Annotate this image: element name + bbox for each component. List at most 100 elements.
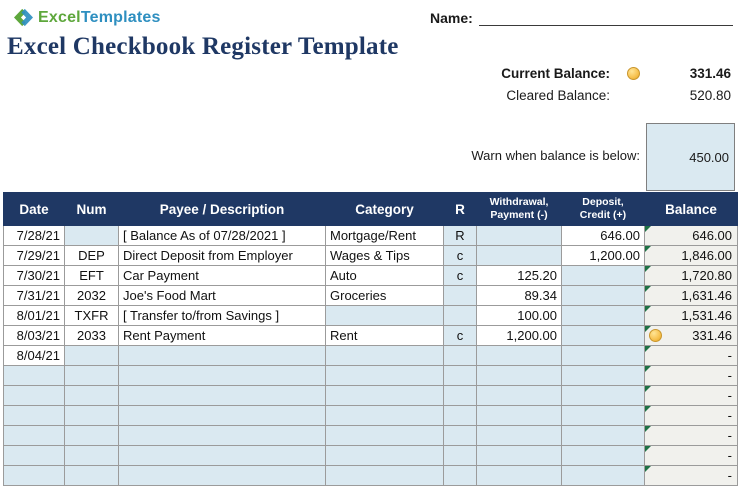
cell-category[interactable] (325, 405, 444, 426)
cell-r[interactable]: c (443, 325, 477, 346)
cell-category[interactable] (325, 385, 444, 406)
cell-category[interactable] (325, 445, 444, 466)
cell-r[interactable]: c (443, 265, 477, 286)
cell-balance[interactable]: 1,720.80 (644, 265, 738, 286)
cell-r[interactable] (443, 305, 477, 326)
cell-balance[interactable]: - (644, 425, 738, 446)
cell-deposit[interactable] (561, 465, 645, 486)
cell-balance[interactable]: 1,846.00 (644, 245, 738, 266)
cell-r[interactable] (443, 365, 477, 386)
cell-deposit[interactable]: 646.00 (561, 225, 645, 246)
cell-balance[interactable]: - (644, 385, 738, 406)
cell-payee[interactable]: Car Payment (118, 265, 326, 286)
cell-payee[interactable] (118, 345, 326, 366)
cell-category[interactable]: Rent (325, 325, 444, 346)
cell-r[interactable] (443, 285, 477, 306)
cell-deposit[interactable] (561, 425, 645, 446)
cell-r[interactable] (443, 345, 477, 366)
cell-deposit[interactable] (561, 385, 645, 406)
cell-deposit[interactable] (561, 365, 645, 386)
cell-num[interactable] (64, 385, 119, 406)
cell-balance[interactable]: - (644, 465, 738, 486)
cell-payee[interactable] (118, 425, 326, 446)
cell-withdrawal[interactable]: 100.00 (476, 305, 562, 326)
cell-r[interactable] (443, 385, 477, 406)
cell-r[interactable] (443, 405, 477, 426)
cell-payee[interactable]: [ Transfer to/from Savings ] (118, 305, 326, 326)
cell-num[interactable] (64, 465, 119, 486)
cell-balance[interactable]: - (644, 365, 738, 386)
cell-deposit[interactable]: 1,200.00 (561, 245, 645, 266)
cell-withdrawal[interactable]: 125.20 (476, 265, 562, 286)
cell-date[interactable]: 8/04/21 (3, 345, 65, 366)
cell-num[interactable] (64, 405, 119, 426)
cell-payee[interactable] (118, 465, 326, 486)
cell-num[interactable]: EFT (64, 265, 119, 286)
cell-date[interactable]: 7/31/21 (3, 285, 65, 306)
cell-payee[interactable]: Rent Payment (118, 325, 326, 346)
cell-balance[interactable]: 646.00 (644, 225, 738, 246)
cell-r[interactable] (443, 425, 477, 446)
cell-balance[interactable]: 1,631.46 (644, 285, 738, 306)
cell-payee[interactable]: [ Balance As of 07/28/2021 ] (118, 225, 326, 246)
cell-num[interactable]: DEP (64, 245, 119, 266)
cell-category[interactable] (325, 345, 444, 366)
cell-withdrawal[interactable] (476, 245, 562, 266)
cell-deposit[interactable] (561, 325, 645, 346)
cell-date[interactable]: 7/30/21 (3, 265, 65, 286)
cell-withdrawal[interactable] (476, 405, 562, 426)
cell-r[interactable] (443, 465, 477, 486)
cell-num[interactable] (64, 425, 119, 446)
cell-balance[interactable]: - (644, 345, 738, 366)
cell-num[interactable] (64, 445, 119, 466)
cell-balance[interactable]: 331.46 (644, 325, 738, 346)
cell-withdrawal[interactable] (476, 445, 562, 466)
cell-date[interactable] (3, 425, 65, 446)
cell-date[interactable] (3, 365, 65, 386)
cell-balance[interactable]: 1,531.46 (644, 305, 738, 326)
cell-deposit[interactable] (561, 305, 645, 326)
cell-category[interactable] (325, 425, 444, 446)
cell-withdrawal[interactable] (476, 465, 562, 486)
cell-num[interactable]: 2033 (64, 325, 119, 346)
warn-threshold-cell[interactable]: 450.00 (646, 123, 735, 191)
cell-withdrawal[interactable]: 1,200.00 (476, 325, 562, 346)
cell-payee[interactable] (118, 365, 326, 386)
cell-r[interactable] (443, 445, 477, 466)
cell-category[interactable]: Auto (325, 265, 444, 286)
cell-category[interactable] (325, 465, 444, 486)
cell-balance[interactable]: - (644, 445, 738, 466)
cell-date[interactable] (3, 385, 65, 406)
cell-payee[interactable]: Direct Deposit from Employer (118, 245, 326, 266)
cell-category[interactable]: Groceries (325, 285, 444, 306)
cell-date[interactable]: 7/29/21 (3, 245, 65, 266)
cell-num[interactable]: 2032 (64, 285, 119, 306)
cell-category[interactable] (325, 365, 444, 386)
cell-category[interactable]: Wages & Tips (325, 245, 444, 266)
cell-date[interactable] (3, 405, 65, 426)
cell-deposit[interactable] (561, 445, 645, 466)
cell-withdrawal[interactable] (476, 425, 562, 446)
cell-num[interactable] (64, 225, 119, 246)
cell-date[interactable]: 8/03/21 (3, 325, 65, 346)
cell-r[interactable]: R (443, 225, 477, 246)
cell-date[interactable] (3, 445, 65, 466)
cell-date[interactable]: 8/01/21 (3, 305, 65, 326)
cell-withdrawal[interactable] (476, 225, 562, 246)
cell-deposit[interactable] (561, 405, 645, 426)
cell-category[interactable] (325, 305, 444, 326)
cell-payee[interactable] (118, 385, 326, 406)
cell-num[interactable]: TXFR (64, 305, 119, 326)
cell-payee[interactable]: Joe's Food Mart (118, 285, 326, 306)
cell-num[interactable] (64, 345, 119, 366)
cell-category[interactable]: Mortgage/Rent (325, 225, 444, 246)
cell-r[interactable]: c (443, 245, 477, 266)
cell-withdrawal[interactable] (476, 365, 562, 386)
cell-balance[interactable]: - (644, 405, 738, 426)
cell-deposit[interactable] (561, 265, 645, 286)
cell-deposit[interactable] (561, 285, 645, 306)
cell-deposit[interactable] (561, 345, 645, 366)
cell-num[interactable] (64, 365, 119, 386)
cell-withdrawal[interactable] (476, 385, 562, 406)
cell-payee[interactable] (118, 445, 326, 466)
